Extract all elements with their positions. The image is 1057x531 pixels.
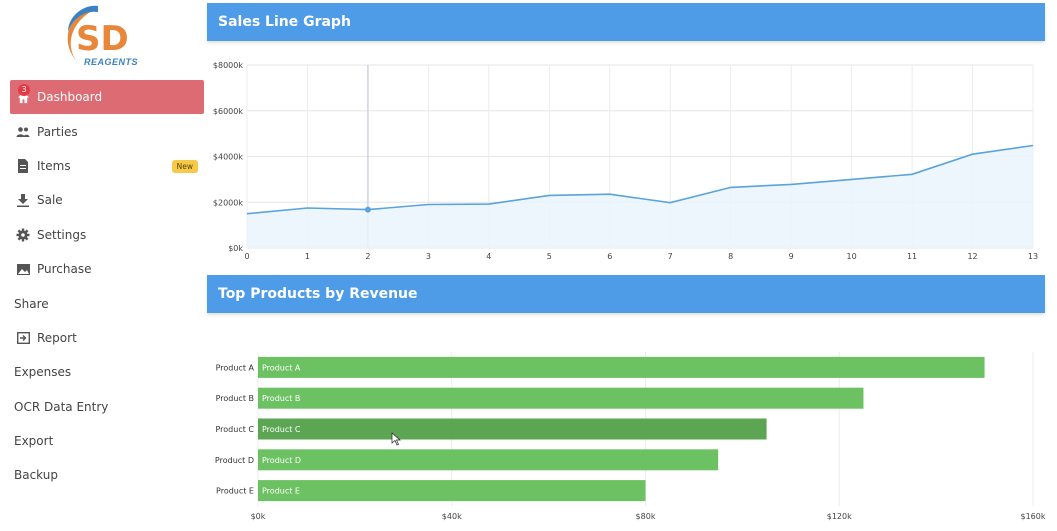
x-tick-label: 5 — [547, 252, 552, 261]
x-tick-label: 10 — [847, 252, 857, 261]
sidebar-item-label: Share — [14, 296, 49, 311]
x-tick-label: 6 — [607, 252, 612, 261]
sidebar-item-label: OCR Data Entry — [14, 399, 109, 414]
line-chart-title: Sales Line Graph — [218, 14, 351, 30]
sidebar-item-label: Report — [37, 330, 77, 345]
y-tick-label: Product C — [215, 425, 254, 434]
y-tick-label: $6000k — [213, 107, 243, 116]
download-icon — [16, 193, 30, 207]
notification-badge: 3 — [18, 84, 30, 96]
sidebar-item-dashboard[interactable]: 3 Dashboard — [10, 80, 204, 115]
sidebar-item-label: Dashboard — [37, 90, 103, 105]
sidebar-item-items[interactable]: Items New — [10, 149, 204, 183]
y-tick-label: $0k — [228, 244, 243, 253]
file-icon — [16, 158, 30, 173]
x-tick-label: 2 — [365, 252, 370, 261]
x-tick-label: 11 — [907, 252, 917, 261]
x-tick-label: $160k — [1021, 512, 1046, 521]
bar-data-label: Product D — [262, 456, 301, 465]
x-tick-label: 7 — [668, 252, 673, 261]
sidebar-item-backup[interactable]: Backup — [10, 458, 204, 492]
image-icon — [16, 262, 30, 276]
x-tick-label: 9 — [789, 252, 794, 261]
bar-data-label: Product B — [262, 394, 300, 403]
y-tick-label: Product B — [216, 394, 254, 403]
sidebar-item-export[interactable]: Export — [10, 424, 204, 458]
gear-icon — [16, 228, 30, 242]
sidebar-item-sale[interactable]: Sale — [10, 183, 204, 217]
bar — [258, 449, 719, 471]
bar-data-label: Product E — [262, 487, 300, 496]
y-tick-label: $8000k — [213, 61, 243, 70]
y-tick-label: Product A — [216, 363, 255, 372]
area-fill — [247, 145, 1033, 248]
sidebar-item-settings[interactable]: Settings — [10, 218, 204, 252]
y-tick-label: Product E — [216, 487, 254, 496]
sidebar-item-label: Items — [37, 158, 71, 173]
sidebar-item-label: Backup — [14, 468, 58, 483]
y-tick-label: $4000k — [213, 153, 243, 162]
mouse-cursor-icon — [391, 432, 401, 446]
bar-chart-title: Top Products by Revenue — [218, 286, 418, 302]
sidebar-item-label: Sale — [37, 193, 63, 208]
x-tick-label: 1 — [305, 252, 310, 261]
x-tick-label: $40k — [442, 512, 462, 521]
bar — [258, 480, 646, 502]
x-tick-label: 3 — [426, 252, 431, 261]
sidebar-item-label: Expenses — [14, 365, 72, 380]
bar-data-label: Product A — [262, 363, 301, 372]
x-tick-label: $120k — [827, 512, 852, 521]
bar-data-label: Product C — [262, 425, 301, 434]
top-products-bar-chart[interactable]: $0k $40k $80k $120k $160k Product A Product A P… — [207, 340, 1047, 528]
sidebar-item-report[interactable]: Report — [10, 321, 204, 355]
sidebar-item-label: Purchase — [37, 262, 92, 277]
sidebar: SD REAGENTS 3 Dashboard Parties Items Ne… — [0, 0, 206, 531]
users-icon — [16, 125, 30, 139]
x-tick-label: $80k — [636, 512, 656, 521]
sidebar-item-purchase[interactable]: Purchase — [10, 252, 204, 286]
x-tick-label: 4 — [486, 252, 491, 261]
y-tick-label: Product D — [215, 456, 254, 465]
line-chart-header: Sales Line Graph — [207, 3, 1045, 41]
bar — [258, 418, 767, 440]
sidebar-item-ocr-data-entry[interactable]: OCR Data Entry — [10, 390, 204, 424]
sales-line — [246, 144, 1034, 215]
sidebar-item-label: Export — [14, 434, 54, 449]
report-icon — [16, 331, 30, 345]
bar-chart-header: Top Products by Revenue — [207, 275, 1045, 313]
company-logo: SD — [67, 5, 129, 60]
sidebar-item-expenses[interactable]: Expenses — [10, 355, 204, 389]
x-tick-label: 0 — [244, 252, 249, 261]
logo-subtitle: REAGENTS — [84, 57, 139, 67]
sidebar-item-parties[interactable]: Parties — [10, 114, 204, 148]
logo-letters: SD — [76, 19, 129, 59]
data-point — [364, 206, 371, 213]
bar — [258, 387, 864, 409]
x-tick-label: 8 — [728, 252, 733, 261]
sidebar-item-label: Settings — [37, 227, 87, 242]
sidebar-item-share[interactable]: Share — [10, 286, 204, 320]
y-tick-label: $2000k — [213, 198, 243, 207]
x-tick-label: $0k — [251, 512, 266, 521]
sidebar-item-label: Parties — [37, 124, 78, 139]
new-badge: New — [171, 159, 198, 173]
x-tick-label: 13 — [1028, 252, 1038, 261]
sidebar-nav: 3 Dashboard Parties Items New Sale — [10, 80, 204, 493]
bar — [258, 356, 985, 378]
x-tick-label: 12 — [967, 252, 977, 261]
